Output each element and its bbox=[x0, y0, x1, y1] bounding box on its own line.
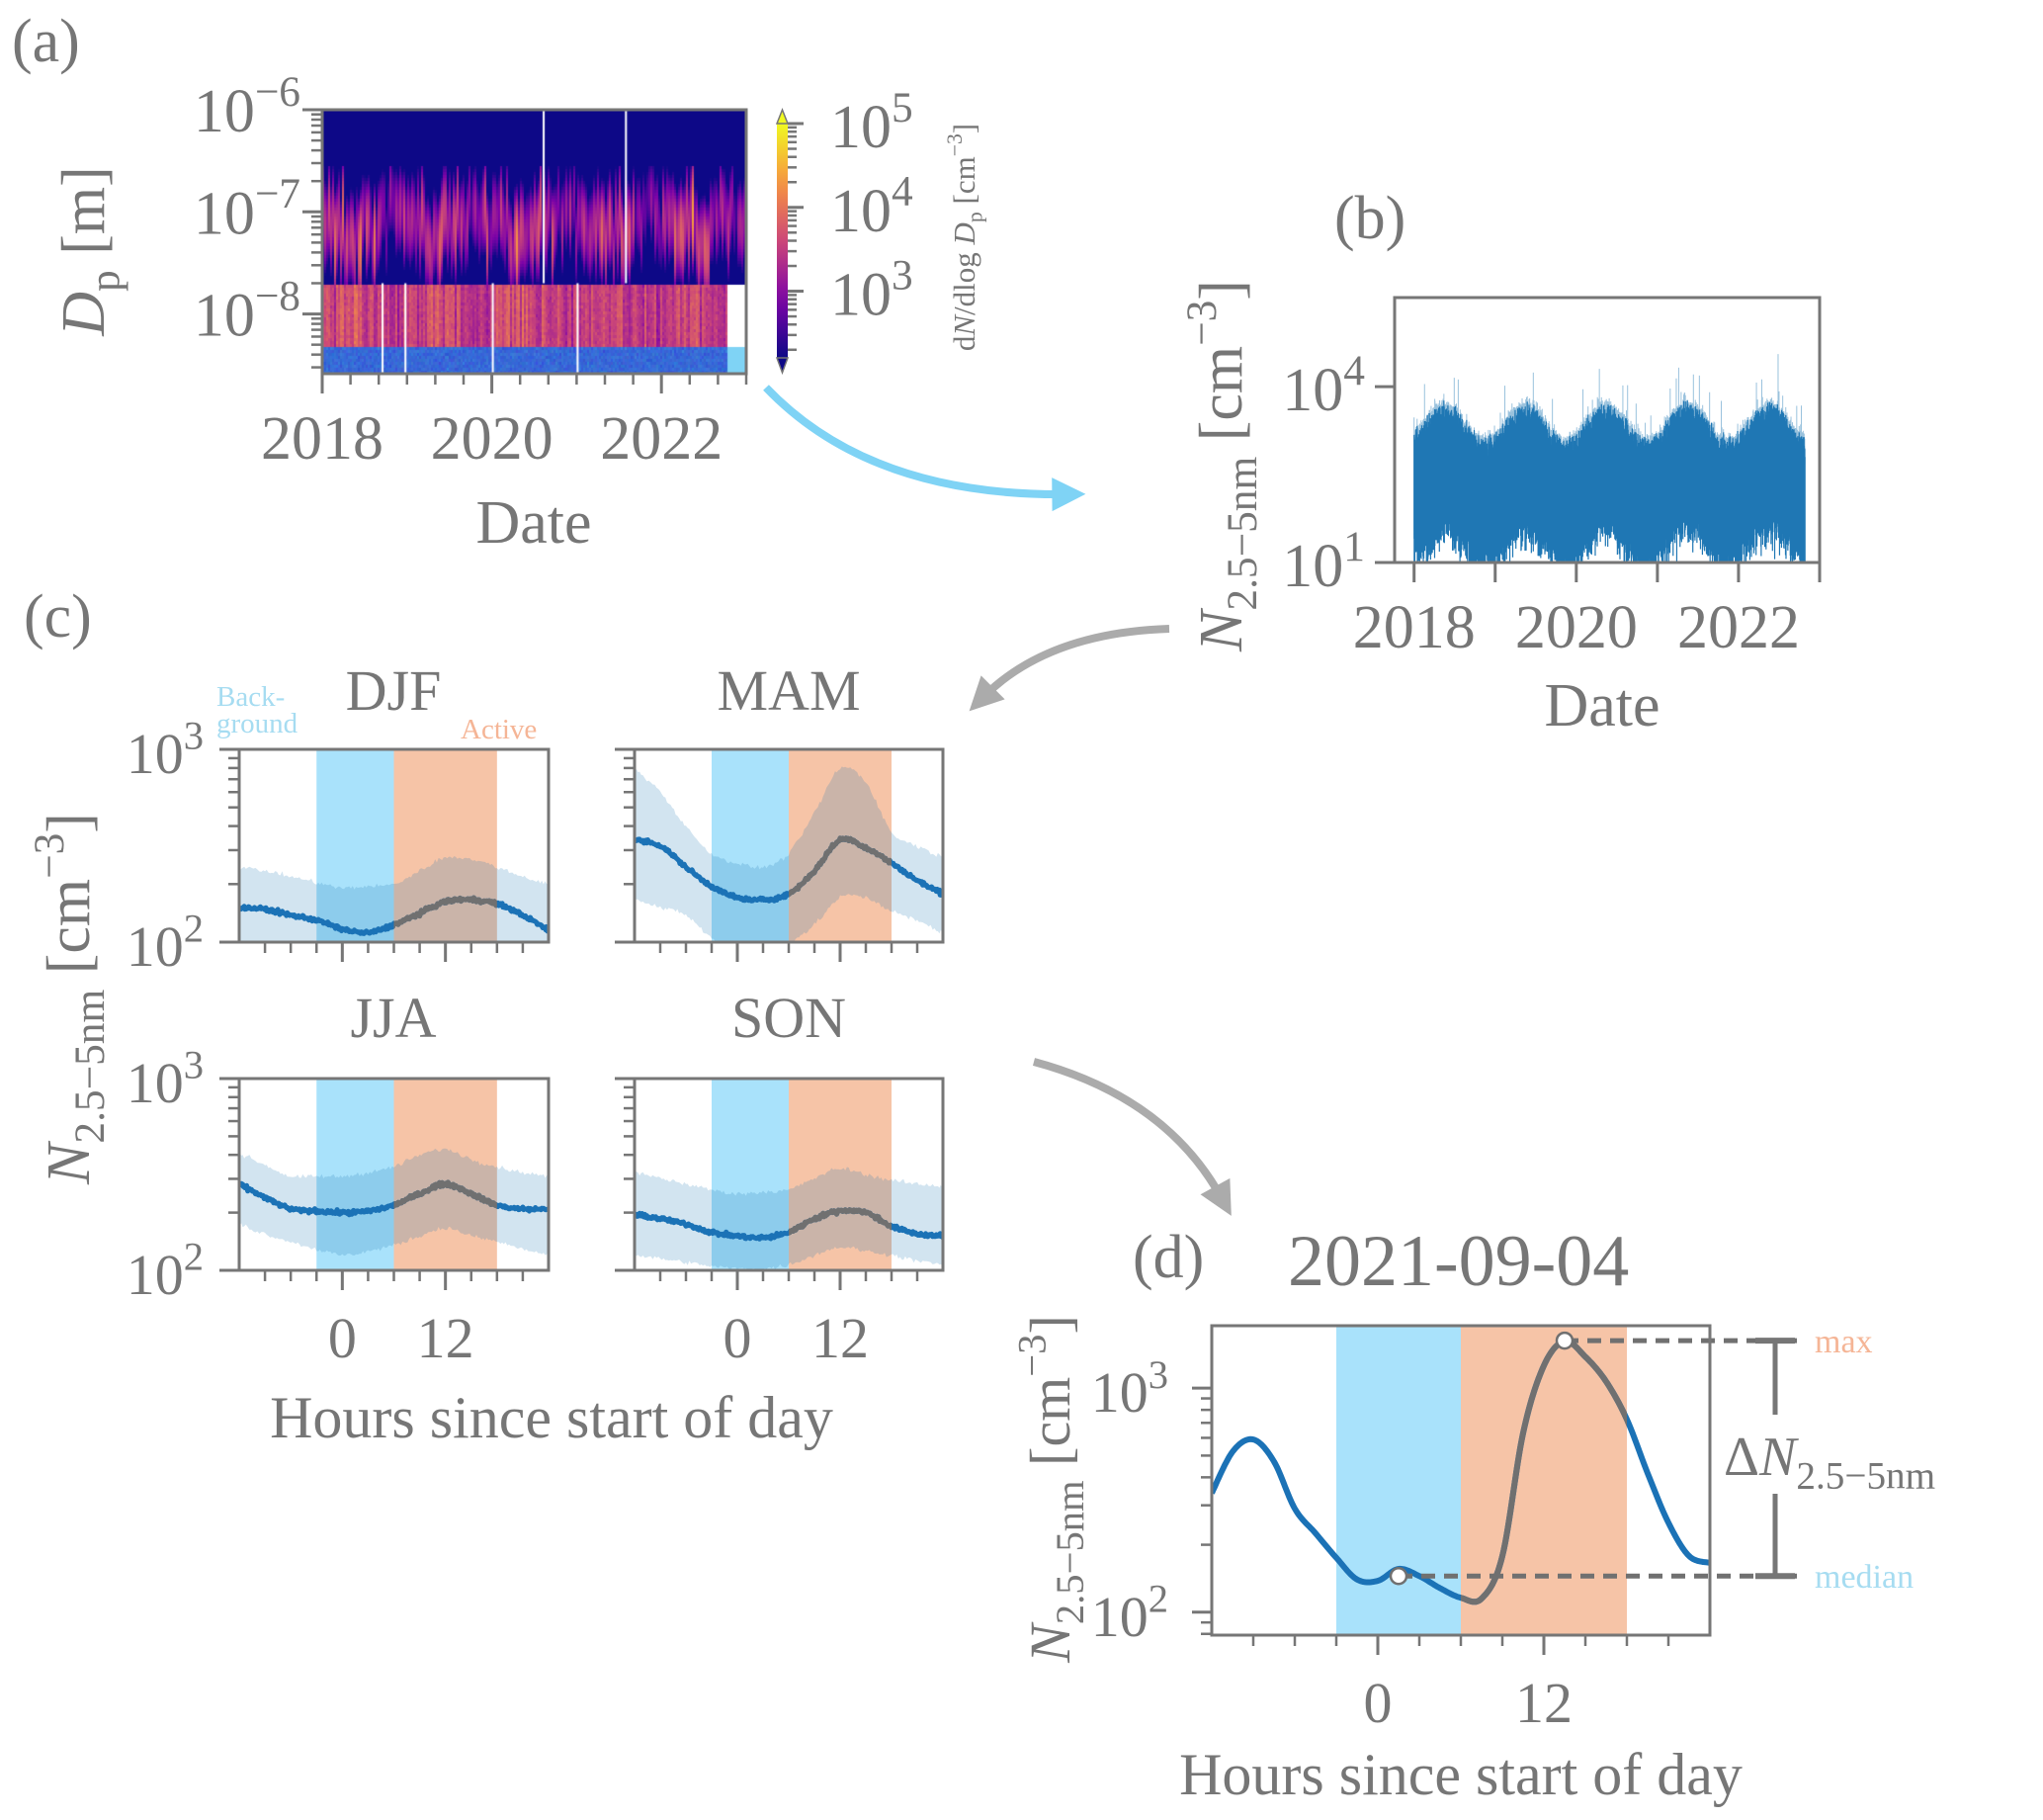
panel-d-xtick-label: 12 bbox=[1515, 1671, 1573, 1735]
colorbar-tick-label: 105 bbox=[830, 84, 913, 161]
panel-d-xlabel: Hours since start of day bbox=[1179, 1742, 1743, 1807]
colorbar-extend-max bbox=[775, 107, 790, 125]
subplot-mam-quantile-band bbox=[635, 766, 943, 942]
colorbar bbox=[777, 124, 788, 358]
panel-a-ylabel: Dp [m] bbox=[50, 166, 128, 337]
subplot-title-jja: JJA bbox=[350, 986, 436, 1050]
subplot-djf-active-window bbox=[393, 749, 497, 942]
colorbar-tick-label: 104 bbox=[830, 168, 913, 245]
panel-b-ylabel: N2.5−5nm [cm−3] bbox=[1178, 280, 1266, 652]
panel-label-d: (d) bbox=[1133, 1224, 1204, 1291]
panel-d-ytick-label: 103 bbox=[1091, 1352, 1168, 1425]
panel-a-xlabel: Date bbox=[475, 489, 591, 557]
subplot-djf-median-line-active bbox=[393, 895, 497, 929]
panel-a-ytick-label: 10−8 bbox=[194, 273, 300, 350]
subplot-title-djf: DJF bbox=[346, 658, 442, 723]
panel-b-series bbox=[1413, 400, 1806, 563]
median-label: median bbox=[1815, 1559, 1914, 1596]
subplot-jja-xtick-label: 12 bbox=[417, 1306, 474, 1370]
subplot-jja-median-line-active bbox=[393, 1179, 497, 1209]
subplot-mam-background-window bbox=[712, 749, 789, 942]
panel-b-xtick-label: 2020 bbox=[1515, 594, 1638, 661]
panel-a-xtick-label: 2018 bbox=[261, 405, 383, 473]
max-marker bbox=[1555, 1331, 1575, 1350]
panel-b-ytick-label: 104 bbox=[1282, 347, 1365, 424]
panel-label-c: (c) bbox=[24, 583, 92, 650]
active-window-label: Active bbox=[461, 714, 537, 745]
colorbar-label: dN/dlog Dp [cm−3] bbox=[943, 124, 986, 351]
colorbar-tick-label: 103 bbox=[830, 251, 913, 328]
panel-b-ytick-label: 101 bbox=[1282, 523, 1365, 600]
panel-d-ylabel: N2.5−5nm [cm−3] bbox=[1010, 1315, 1092, 1664]
colorbar-extend-min bbox=[775, 357, 790, 376]
panel-d-ytick-label: 102 bbox=[1091, 1576, 1168, 1648]
panel-a-xtick-label: 2020 bbox=[431, 405, 553, 473]
panel-label-b: (b) bbox=[1334, 185, 1405, 252]
panel-b-xtick-label: 2018 bbox=[1353, 594, 1476, 661]
background-window-label-line1: Back- bbox=[216, 681, 285, 713]
subplot-jja-ytick-label: 102 bbox=[127, 1235, 204, 1307]
arrow-c-to-d bbox=[1032, 1058, 1226, 1200]
panel-b-axes-frame bbox=[1393, 296, 1822, 564]
arrow-b-to-c-head bbox=[969, 675, 1005, 712]
subplot-title-mam: MAM bbox=[717, 658, 860, 723]
subplot-djf-ytick-label: 103 bbox=[127, 714, 204, 786]
subplot-jja-background-window bbox=[316, 1079, 394, 1270]
subplot-jja-xtick-label: 0 bbox=[328, 1306, 357, 1370]
panel-d-xtick-label: 0 bbox=[1364, 1671, 1393, 1735]
panel-b-xtick-label: 2022 bbox=[1677, 594, 1800, 661]
subplot-son-xtick-label: 12 bbox=[811, 1306, 869, 1370]
subplot-title-son: SON bbox=[731, 986, 846, 1050]
arrow-a-to-b-head bbox=[1052, 477, 1086, 512]
median-marker bbox=[1389, 1566, 1408, 1586]
arrow-b-to-c bbox=[980, 625, 1170, 700]
panel-label-a: (a) bbox=[12, 8, 80, 75]
arrow-c-to-d-head bbox=[1200, 1177, 1232, 1216]
background-window-label-line2: ground bbox=[216, 708, 298, 739]
subplot-mam-active-window bbox=[789, 749, 892, 942]
panel-d-active-window bbox=[1461, 1326, 1627, 1635]
panel-c-ylabel: N2.5−5nm [cm−3] bbox=[26, 813, 114, 1185]
subplot-son-active-window bbox=[789, 1079, 892, 1270]
max-label: max bbox=[1815, 1324, 1873, 1360]
panel-b-xlabel: Date bbox=[1544, 672, 1660, 739]
panel-a-ytick-label: 10−7 bbox=[194, 170, 300, 247]
delta-n-label: ΔN2.5−5nm bbox=[1724, 1427, 1935, 1497]
subplot-son-xtick-label: 0 bbox=[724, 1306, 752, 1370]
subplot-djf-ytick-label: 102 bbox=[127, 907, 204, 979]
arrow-a-to-b bbox=[763, 385, 1066, 499]
panel-c-xlabel: Hours since start of day bbox=[270, 1385, 833, 1450]
subplot-djf-background-window bbox=[316, 749, 394, 942]
subplot-jja-ytick-label: 103 bbox=[127, 1043, 204, 1115]
panel-a-xtick-label: 2022 bbox=[600, 405, 723, 473]
subplot-son-quantile-band bbox=[635, 1167, 943, 1270]
panel-a-axes-frame bbox=[320, 108, 748, 376]
panel-d-title: 2021-09-04 bbox=[1288, 1221, 1629, 1302]
heatmap-size-distribution bbox=[322, 110, 746, 374]
panel-a-ytick-label: 10−6 bbox=[194, 68, 300, 145]
subplot-jja-active-window bbox=[393, 1079, 497, 1270]
